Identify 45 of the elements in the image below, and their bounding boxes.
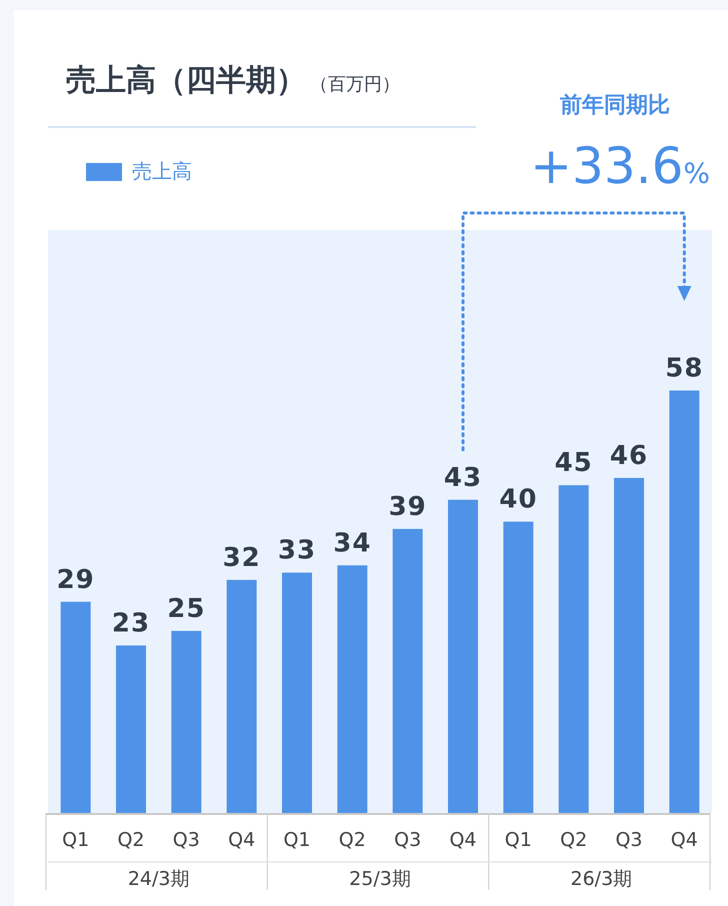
data-label: 33 [278, 536, 316, 566]
x-tick-label: Q2 [560, 829, 588, 851]
bar [116, 645, 146, 813]
data-label: 58 [665, 354, 704, 384]
legend: 売上高 [86, 159, 192, 183]
bar [558, 485, 589, 813]
bar [226, 580, 257, 813]
x-tick-label: Q1 [62, 829, 90, 851]
data-label: 46 [610, 440, 648, 471]
data-label: 34 [333, 528, 372, 558]
x-tick-label: Q1 [283, 829, 311, 851]
bar [503, 522, 534, 813]
chart-subtitle: （百万円） [310, 74, 400, 95]
x-tick-label: Q2 [117, 829, 145, 851]
data-label: 40 [499, 484, 538, 515]
data-label: 43 [444, 462, 482, 493]
x-tick-label: Q4 [449, 829, 477, 851]
legend-label: 売上高 [132, 159, 192, 183]
data-label: 39 [388, 492, 427, 522]
chart-title: 売上高（四半期） [66, 63, 306, 98]
text: 26/3期 [570, 868, 632, 890]
bar [60, 602, 91, 813]
text: 25/3期 [349, 868, 411, 890]
data-label: 45 [554, 448, 593, 478]
bar [448, 500, 478, 813]
x-tick-label: Q3 [172, 829, 200, 851]
data-label: 25 [167, 594, 206, 624]
text: 前年同期比 [559, 93, 670, 118]
text: 24/3期 [128, 868, 190, 890]
bar [669, 390, 700, 813]
x-tick-label: Q3 [615, 829, 643, 851]
x-tick-label: Q4 [228, 829, 256, 851]
bar [282, 572, 312, 813]
x-tick-label: Q1 [504, 829, 532, 851]
bar [171, 630, 202, 813]
bar [337, 565, 368, 813]
x-tick-label: Q4 [670, 829, 698, 851]
x-tick-label: Q3 [394, 829, 422, 851]
x-tick-label: Q2 [338, 829, 366, 851]
bar [392, 528, 423, 813]
data-label: 23 [112, 608, 150, 638]
data-label: 32 [222, 542, 261, 573]
data-label: 29 [56, 564, 95, 595]
bar [614, 478, 644, 813]
text: +33.6% [530, 137, 710, 195]
